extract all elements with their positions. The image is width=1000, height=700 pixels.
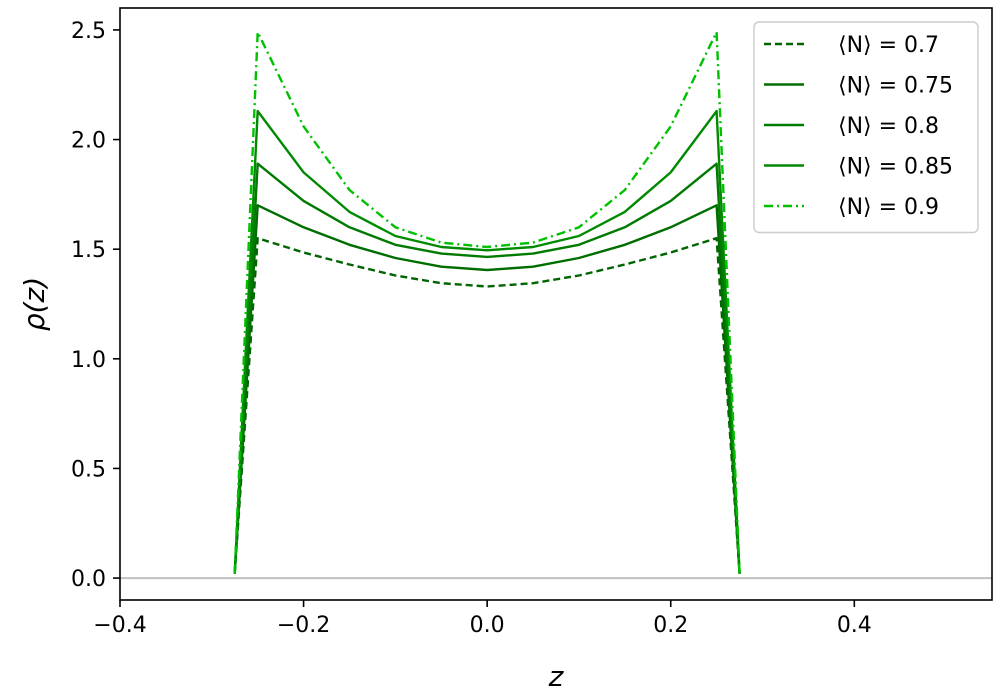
legend-label-4: ⟨N⟩ = 0.85: [838, 155, 953, 180]
x-tick-label: 0.0: [470, 613, 505, 638]
series-line-2: [233, 204, 741, 574]
y-ticks: 0.0 0.5 1.0 1.5 2.0 2.5: [71, 19, 120, 592]
series-group: [233, 30, 741, 574]
series-line-5: [233, 30, 741, 574]
y-tick-label: 2.5: [71, 19, 106, 44]
legend-label-3: ⟨N⟩ = 0.8: [838, 114, 939, 139]
legend-box: [753, 21, 979, 234]
y-tick-label: 1.0: [71, 348, 106, 373]
legend: ⟨N⟩ = 0.7 ⟨N⟩ = 0.75 ⟨N⟩ = 0.8 ⟨N⟩ = 0.85 ⟨N…: [753, 21, 979, 234]
series-line-3: [233, 162, 741, 574]
y-tick-label: 2.0: [71, 129, 106, 154]
series-line-1: [233, 236, 741, 574]
y-tick-label: 1.5: [71, 238, 106, 263]
x-axis-label: z: [548, 660, 565, 693]
x-tick-label: 0.2: [653, 613, 688, 638]
x-tick-label: −0.4: [93, 613, 146, 638]
legend-label-2: ⟨N⟩ = 0.75: [838, 74, 953, 99]
x-tick-label: −0.2: [277, 613, 330, 638]
series-line-4: [233, 109, 741, 574]
plot-frame: [119, 7, 993, 601]
y-tick-label: 0.0: [71, 567, 106, 592]
x-tick-label: 0.4: [837, 613, 872, 638]
legend-label-1: ⟨N⟩ = 0.7: [838, 33, 939, 58]
y-tick-label: 0.5: [71, 457, 106, 482]
legend-label-5: ⟨N⟩ = 0.9: [838, 195, 939, 220]
y-axis-label: ρ(z): [18, 277, 51, 331]
x-ticks: −0.4 −0.2 0.0 0.2 0.4: [93, 600, 872, 638]
